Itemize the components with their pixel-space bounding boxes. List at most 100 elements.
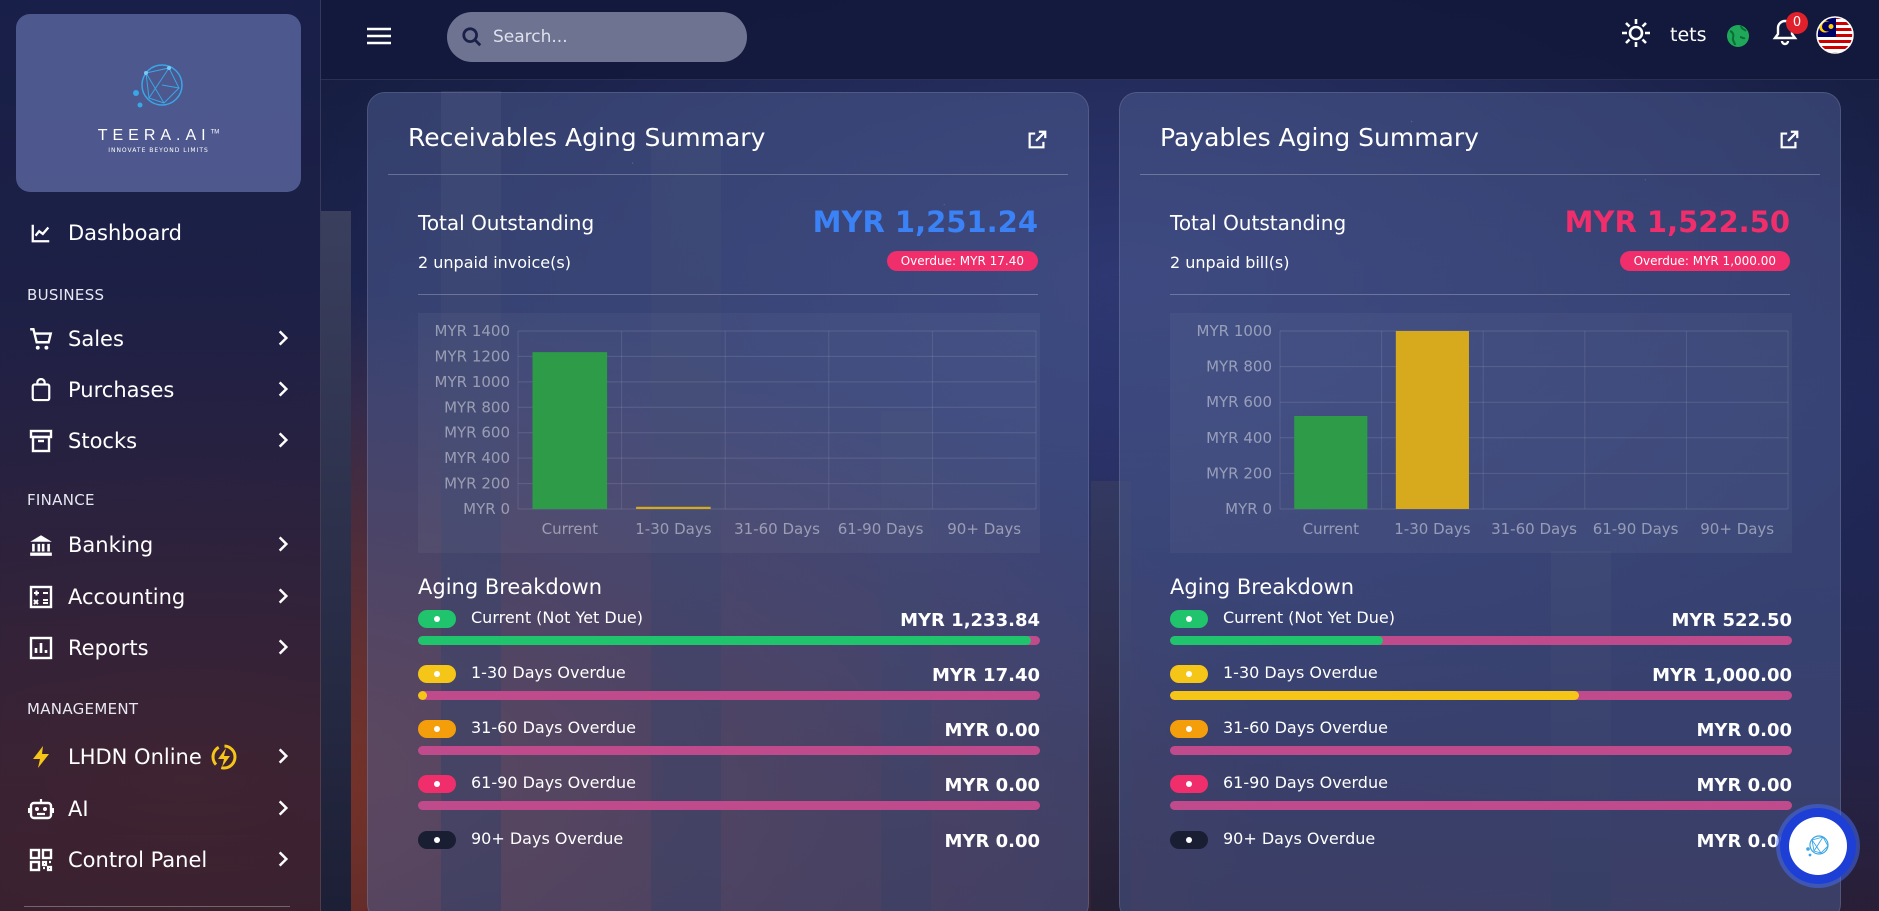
card-title: Payables Aging Summary [1160, 123, 1479, 152]
robot-icon [28, 796, 54, 822]
aging-row-label: 31-60 Days Overdue [471, 718, 636, 737]
y-tick-label: MYR 400 [444, 449, 510, 467]
sidebar-item-control-panel[interactable]: Control Panel [28, 843, 293, 877]
aging-progress-bar [1170, 801, 1792, 810]
assistant-logo-icon [1806, 835, 1829, 857]
status-pill [418, 831, 456, 849]
x-tick-label: 90+ Days [947, 520, 1021, 538]
section-management: MANAGEMENT [27, 700, 139, 718]
sidebar-item-accounting[interactable]: Accounting [28, 580, 293, 614]
external-link-icon[interactable] [1026, 129, 1048, 151]
cart-icon [28, 326, 54, 352]
status-pill [418, 775, 456, 793]
y-tick-label: MYR 1000 [435, 373, 510, 391]
aging-progress-bar [1170, 746, 1792, 755]
aging-row: 1-30 Days Overdue MYR 17.40 [418, 663, 1040, 689]
x-tick-label: 1-30 Days [1394, 520, 1470, 538]
sidebar-item-label: Accounting [68, 585, 186, 609]
sidebar-item-label: Purchases [68, 378, 175, 402]
total-amount: MYR 1,251.24 [812, 205, 1038, 239]
country-flag-avatar[interactable] [1816, 16, 1854, 54]
aging-row-label: 1-30 Days Overdue [471, 663, 626, 682]
notification-badge: 0 [1786, 12, 1808, 34]
section-business: BUSINESS [27, 286, 105, 304]
chevron-right-icon [278, 639, 289, 655]
aging-progress-bar [1170, 636, 1792, 645]
grid-settings-icon [28, 847, 54, 873]
search-input[interactable] [493, 27, 713, 47]
chevron-right-icon [278, 588, 289, 604]
search-icon [462, 27, 482, 47]
divider [388, 174, 1068, 175]
menu-icon[interactable] [365, 24, 393, 48]
y-tick-label: MYR 800 [444, 398, 510, 416]
aging-row: 61-90 Days Overdue MYR 0.00 [418, 773, 1040, 799]
aging-row-amount: MYR 0.00 [1696, 775, 1792, 796]
aging-row-amount: MYR 0.00 [1696, 720, 1792, 741]
status-pill [1170, 775, 1208, 793]
aging-row: 90+ Days Overdue MYR 0.00 [418, 829, 1040, 855]
payables-aging-chart: MYR 0 MYR 200 MYR 400 MYR 600 MYR 800 MYR 100… [1170, 313, 1792, 553]
lightning-badge-icon [210, 743, 238, 771]
ai-assistant-button[interactable] [1780, 808, 1856, 884]
globe-icon [1727, 25, 1749, 47]
sidebar-item-lhdn-online[interactable]: LHDN Online [28, 740, 293, 774]
aging-row: 31-60 Days Overdue MYR 0.00 [418, 718, 1040, 744]
total-outstanding-label: Total Outstanding [418, 211, 595, 235]
receivables-aging-chart: MYR 0 MYR 200 MYR 400 MYR 600 MYR 800 MYR 100… [418, 313, 1040, 553]
external-link-icon[interactable] [1778, 129, 1800, 151]
sidebar-item-label: Dashboard [68, 221, 182, 245]
aging-progress-fill [1170, 636, 1384, 645]
y-tick-label: MYR 1400 [435, 322, 510, 340]
bar-chart-icon [28, 635, 54, 661]
search-box [447, 12, 747, 62]
section-finance: FINANCE [27, 491, 95, 509]
sidebar-item-label: Reports [68, 636, 149, 660]
aging-row: 31-60 Days Overdue MYR 0.00 [1170, 718, 1792, 744]
username[interactable]: tets [1670, 24, 1707, 46]
y-tick-label: MYR 0 [1225, 500, 1272, 518]
bank-icon [28, 532, 54, 558]
overdue-badge: Overdue: MYR 17.40 [886, 251, 1038, 271]
theme-toggle[interactable] [1621, 18, 1651, 48]
divider [1170, 294, 1790, 295]
x-tick-label: 61-90 Days [1593, 520, 1679, 538]
aging-progress-fill [418, 636, 1032, 645]
bar-1-30-days [1395, 331, 1469, 509]
logo[interactable]: TEERA.AITM INNOVATE BEYOND LIMITS [16, 14, 301, 192]
aging-progress-bar [418, 801, 1040, 810]
sidebar-item-ai[interactable]: AI [28, 792, 293, 826]
sidebar-item-label: Stocks [68, 429, 138, 453]
logo-tagline: INNOVATE BEYOND LIMITS [108, 146, 209, 154]
aging-row-amount: MYR 1,233.84 [900, 610, 1040, 631]
sidebar-item-stocks[interactable]: Stocks [28, 424, 293, 458]
status-pill [1170, 610, 1208, 628]
aging-row-amount: MYR 0.00 [944, 720, 1040, 741]
sidebar-item-dashboard[interactable]: Dashboard [28, 216, 293, 250]
chart-background [1170, 313, 1792, 553]
aging-progress-bar [418, 691, 1040, 700]
unpaid-count: 2 unpaid invoice(s) [418, 253, 571, 272]
chevron-right-icon [278, 851, 289, 867]
sidebar-item-sales[interactable]: Sales [28, 322, 293, 356]
aging-progress-fill [1170, 691, 1579, 700]
malaysia-flag-icon [1816, 16, 1854, 54]
sidebar-item-label: Control Panel [68, 848, 208, 872]
notifications-button[interactable]: 0 [1772, 12, 1808, 46]
aging-progress-bar [418, 746, 1040, 755]
sidebar-item-banking[interactable]: Banking [28, 528, 293, 562]
chart-background [418, 313, 1040, 553]
divider [418, 294, 1038, 295]
status-pill [1170, 831, 1208, 849]
sidebar-item-reports[interactable]: Reports [28, 631, 293, 665]
sidebar-item-purchases[interactable]: Purchases [28, 373, 293, 407]
x-tick-label: 31-60 Days [734, 520, 820, 538]
y-tick-label: MYR 600 [444, 424, 510, 442]
aging-progress-fill [418, 691, 427, 700]
aging-row-label: Current (Not Yet Due) [1223, 608, 1395, 627]
aging-row: Current (Not Yet Due) MYR 522.50 [1170, 608, 1792, 634]
aging-row-label: Current (Not Yet Due) [471, 608, 643, 627]
aging-row-amount: MYR 1,000.00 [1652, 665, 1792, 686]
language-selector[interactable] [1726, 24, 1750, 48]
x-tick-label: 90+ Days [1700, 520, 1774, 538]
